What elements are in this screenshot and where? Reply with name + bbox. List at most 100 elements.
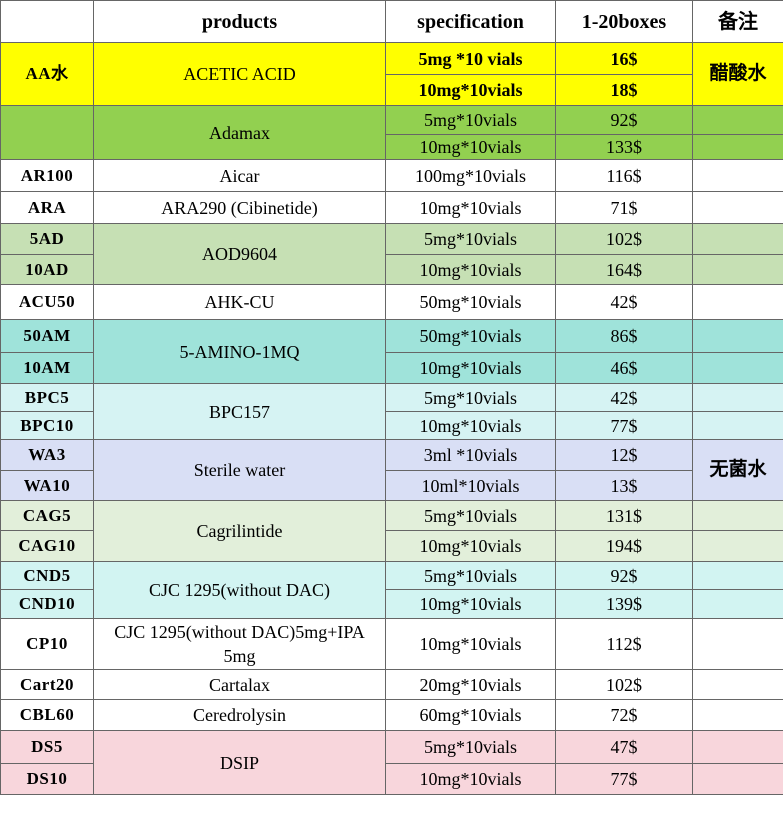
product-name: Cartalax (93, 669, 386, 700)
product-name: 5-AMINO-1MQ (93, 319, 386, 384)
note-cell (692, 105, 783, 135)
product-name: Adamax (93, 105, 386, 160)
price-cell: 77$ (555, 763, 693, 795)
product-name: BPC157 (93, 383, 386, 440)
spec-cell: 10mg*10vials (385, 589, 556, 619)
note-cell (692, 699, 783, 731)
product-row: CAG10 10mg*10vials 194$ (0, 530, 783, 562)
price-cell: 71$ (555, 191, 693, 224)
spec-cell: 10mg*10vials (385, 763, 556, 795)
product-name: CJC 1295(without DAC)5mg+IPA 5mg (93, 618, 386, 670)
spec-cell: 100mg*10vials (385, 159, 556, 192)
price-cell: 131$ (555, 500, 693, 531)
price-cell: 194$ (555, 530, 693, 562)
product-name: DSIP (93, 730, 386, 795)
code-cell: CP10 (0, 618, 94, 670)
note-cell (692, 618, 783, 670)
code-cell: WA10 (0, 470, 94, 501)
price-cell: 112$ (555, 618, 693, 670)
note-cell: 醋酸水 (692, 42, 783, 106)
price-cell: 13$ (555, 470, 693, 501)
header-cell: specification (385, 0, 556, 43)
product-row: ARA ARA290 (Cibinetide) 10mg*10vials 71$ (0, 191, 783, 224)
price-cell: 102$ (555, 669, 693, 700)
product-name: Sterile water (93, 439, 386, 501)
header-cell: 1-20boxes (555, 0, 693, 43)
note-cell (692, 561, 783, 590)
spec-cell: 10mg*10vials (385, 530, 556, 562)
price-cell: 42$ (555, 284, 693, 320)
note-cell: 无菌水 (692, 439, 783, 501)
code-cell: WA3 (0, 439, 94, 471)
price-cell: 116$ (555, 159, 693, 192)
header-cell: 备注 (692, 0, 783, 43)
code-cell: ACU50 (0, 284, 94, 320)
product-name: ACETIC ACID (93, 42, 386, 106)
header-row: products specification 1-20boxes 备注 (0, 0, 783, 43)
spec-cell: 5mg*10vials (385, 500, 556, 531)
code-cell: CAG5 (0, 500, 94, 531)
price-cell: 12$ (555, 439, 693, 471)
code-cell: 10AD (0, 254, 94, 285)
spec-cell: 10mg*10vials (385, 411, 556, 440)
product-row: WA3 Sterile water 3ml *10vials 12$ 无菌水 (0, 439, 783, 501)
header-cell (0, 0, 94, 43)
note-cell (692, 500, 783, 531)
price-cell: 46$ (555, 352, 693, 384)
spec-cell: 3ml *10vials (385, 439, 556, 471)
price-cell: 133$ (555, 134, 693, 160)
spec-cell: 5mg*10vials (385, 730, 556, 764)
product-row: AA水 ACETIC ACID 5mg *10 vials 16$ 醋酸水 (0, 42, 783, 106)
price-cell: 72$ (555, 699, 693, 731)
spec-cell: 10mg*10vials (385, 254, 556, 285)
price-cell: 139$ (555, 589, 693, 619)
code-cell: Cart20 (0, 669, 94, 700)
code-cell: 10AM (0, 352, 94, 384)
spec-cell: 10mg*10vials (385, 352, 556, 384)
product-row: CP10 CJC 1295(without DAC)5mg+IPA 5mg 10mg… (0, 618, 783, 670)
table-body: products specification 1-20boxes 备注 AA水 A… (0, 0, 783, 795)
code-cell: CBL60 (0, 699, 94, 731)
spec-cell: 50mg*10vials (385, 319, 556, 353)
spec-cell: 5mg *10 vials (385, 42, 556, 75)
product-name: AOD9604 (93, 223, 386, 285)
price-table: products specification 1-20boxes 备注 AA水 A… (0, 0, 783, 795)
note-cell (692, 383, 783, 412)
price-cell: 102$ (555, 223, 693, 255)
product-name: ARA290 (Cibinetide) (93, 191, 386, 224)
price-cell: 47$ (555, 730, 693, 764)
code-cell: CND5 (0, 561, 94, 590)
product-name: Ceredrolysin (93, 699, 386, 731)
product-name: AHK-CU (93, 284, 386, 320)
product-row: DS5 DSIP 5mg*10vials 47$ (0, 730, 783, 795)
spec-cell: 10ml*10vials (385, 470, 556, 501)
note-cell (692, 530, 783, 562)
product-row: 50AM 5-AMINO-1MQ 50mg*10vials 86$ (0, 319, 783, 384)
product-row: CND5 CJC 1295(without DAC) 5mg*10vials 92$ (0, 561, 783, 619)
code-cell: 50AM (0, 319, 94, 353)
code-cell: CND10 (0, 589, 94, 619)
note-cell (692, 411, 783, 440)
product-row: DS10 10mg*10vials 77$ (0, 763, 783, 795)
product-row: 10AM 10mg*10vials 46$ (0, 352, 783, 384)
code-cell: ARA (0, 191, 94, 224)
note-cell (692, 223, 783, 255)
spec-cell: 10mg*10vials (385, 191, 556, 224)
product-row: 10AD 10mg*10vials 164$ (0, 254, 783, 285)
product-name: Aicar (93, 159, 386, 192)
note-cell (692, 352, 783, 384)
product-row: 10mg*10vials 18$ (1, 74, 783, 106)
code-cell: DS5 (0, 730, 94, 764)
product-row: 5AD AOD9604 5mg*10vials 102$ (0, 223, 783, 285)
product-row: AR100 Aicar 100mg*10vials 116$ (0, 159, 783, 192)
code-cell: AA水 (0, 42, 94, 106)
header-cell: products (93, 0, 386, 43)
note-cell (692, 191, 783, 224)
spec-cell: 10mg*10vials (385, 74, 556, 106)
product-row: BPC5 BPC157 5mg*10vials 42$ (0, 383, 783, 440)
note-cell (692, 319, 783, 353)
note-cell (692, 284, 783, 320)
price-cell: 86$ (555, 319, 693, 353)
product-name: CJC 1295(without DAC) (93, 561, 386, 619)
code-cell: DS10 (0, 763, 94, 795)
